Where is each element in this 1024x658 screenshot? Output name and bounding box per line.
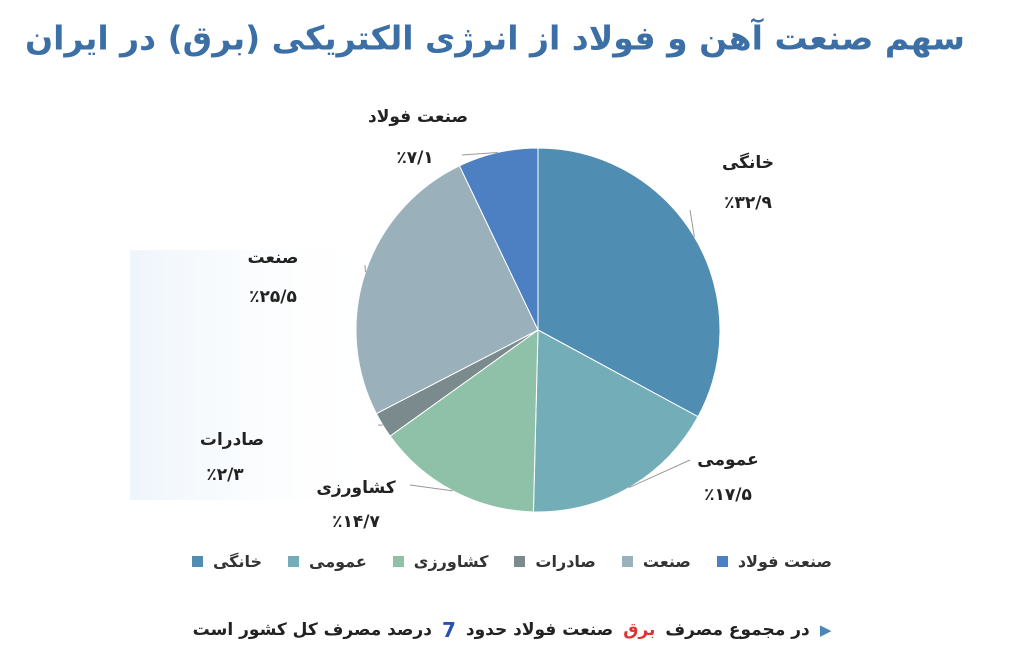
legend-swatch <box>621 556 633 567</box>
leader-line <box>628 459 691 488</box>
legend-item: کشاورزی <box>392 552 489 571</box>
footnote-highlight: برق <box>623 620 656 640</box>
slice-label: کشاورزی <box>316 478 395 498</box>
pie-slice <box>389 329 539 513</box>
legend-item: صنعت فولاد <box>716 552 833 571</box>
footnote-number: 7 <box>441 618 456 642</box>
background-glow <box>130 250 390 500</box>
legend-label: صنعت فولاد <box>737 552 833 571</box>
slice-value: ٪۳۲/۹ <box>724 193 772 213</box>
legend-label: صادرات <box>535 552 596 571</box>
footnote-text: در مجموع مصرف <box>665 620 810 640</box>
legend-item: صادرات <box>514 552 596 571</box>
leader-line <box>461 152 498 156</box>
leader-line <box>409 484 453 492</box>
legend-swatch <box>288 556 300 567</box>
slice-label: صنعت فولاد <box>368 107 468 127</box>
slice-label: عمومی <box>697 450 758 470</box>
legend-swatch <box>514 556 526 567</box>
footnote-text: درصد مصرف کل کشور است <box>192 620 432 640</box>
legend-item: عمومی <box>288 552 367 571</box>
leader-line <box>689 209 695 237</box>
footnote: ◀ در مجموع مصرف برق صنعت فولاد حدود 7 در… <box>0 618 1024 642</box>
slice-label: صنعت <box>248 248 299 268</box>
legend-swatch <box>392 556 404 567</box>
legend-item: خانگی <box>191 552 263 571</box>
legend-label: عمومی <box>309 552 367 571</box>
slice-value: ٪۱۷/۵ <box>704 485 752 505</box>
slice-label: صادرات <box>200 430 264 450</box>
pie-slice <box>355 165 539 415</box>
slice-value: ٪۲۵/۵ <box>249 287 297 307</box>
legend: خانگی عمومی کشاورزی صادرات صنعت صنعت فولاد <box>0 552 1024 571</box>
legend-label: کشاورزی <box>413 552 489 571</box>
legend-swatch <box>191 556 203 567</box>
slice-value: ٪۲/۳ <box>206 465 244 485</box>
legend-swatch <box>716 556 728 567</box>
legend-label: خانگی <box>212 552 263 571</box>
chart-title: سهم صنعت آهن و فولاد از انرژی الکتریکی (… <box>25 18 965 59</box>
footnote-text: صنعت فولاد حدود <box>465 620 614 640</box>
pie: خانگی ٪۳۲/۹ عمومی ٪۱۷/۵ کشاورزی ٪۱۴/۷ صادرات ٪۲… <box>200 107 774 532</box>
slice-label: خانگی <box>722 152 774 173</box>
legend-item: صنعت <box>621 552 691 571</box>
legend-label: صنعت <box>642 552 691 571</box>
slice-value: ٪۷/۱ <box>396 148 433 168</box>
slice-value: ٪۱۴/۷ <box>332 512 380 532</box>
bullet-icon: ◀ <box>819 621 832 639</box>
